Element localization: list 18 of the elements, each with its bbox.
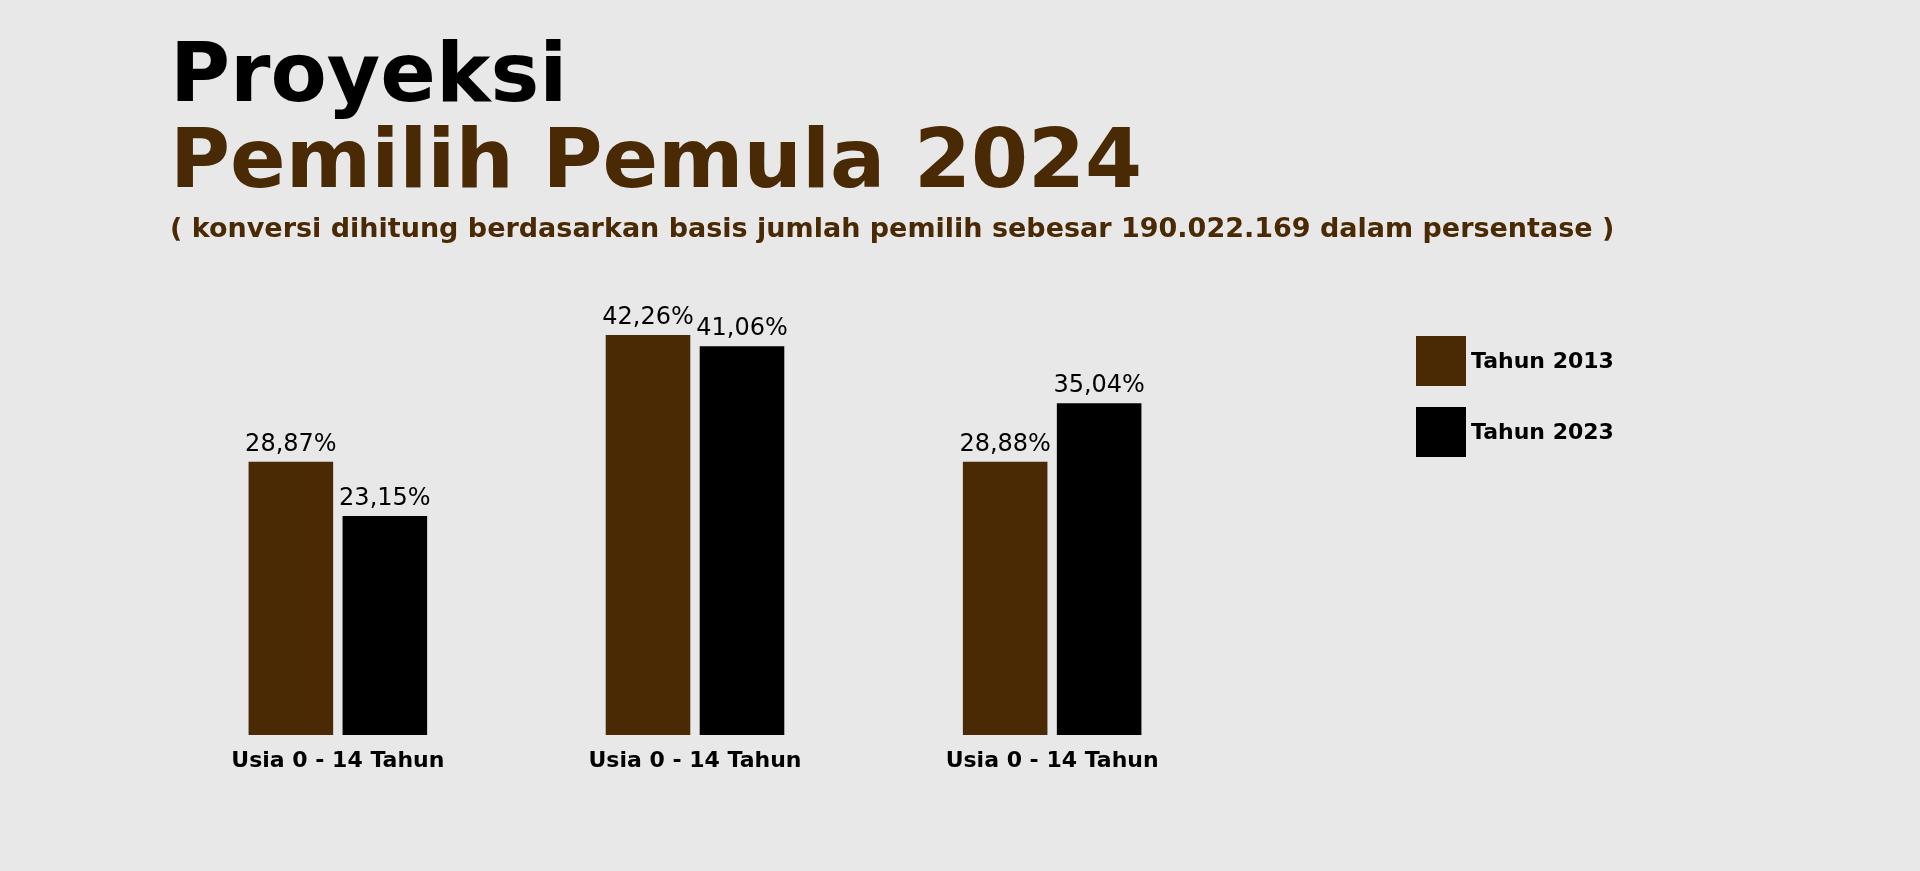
- text: ( konversi dihitung berdasarkan basis jumlah pemilih sebesar 190.022.169 dalam persentase ): [170, 212, 1615, 244]
- bar: [605, 335, 691, 735]
- bar: [962, 461, 1048, 735]
- data-label: 35,04%: [1053, 370, 1145, 399]
- bar: [699, 346, 785, 735]
- x-tick-label: Usia 0 - 14 Tahun: [588, 746, 802, 772]
- data-label: 42,26%: [602, 302, 694, 330]
- data-label: 23,15%: [339, 482, 431, 511]
- legend-label: Tahun 2023: [1471, 419, 1614, 444]
- legend-label: Tahun 2013: [1471, 348, 1614, 373]
- data-label: 28,88%: [959, 428, 1051, 457]
- bar: [342, 515, 428, 735]
- data-label: 41,06%: [696, 313, 788, 342]
- bar: [248, 461, 334, 735]
- x-tick-label: Usia 0 - 14 Tahun: [231, 746, 445, 772]
- data-label: 28,87%: [245, 428, 337, 457]
- x-tick-label: Usia 0 - 14 Tahun: [945, 746, 1159, 772]
- bar: [1056, 403, 1142, 735]
